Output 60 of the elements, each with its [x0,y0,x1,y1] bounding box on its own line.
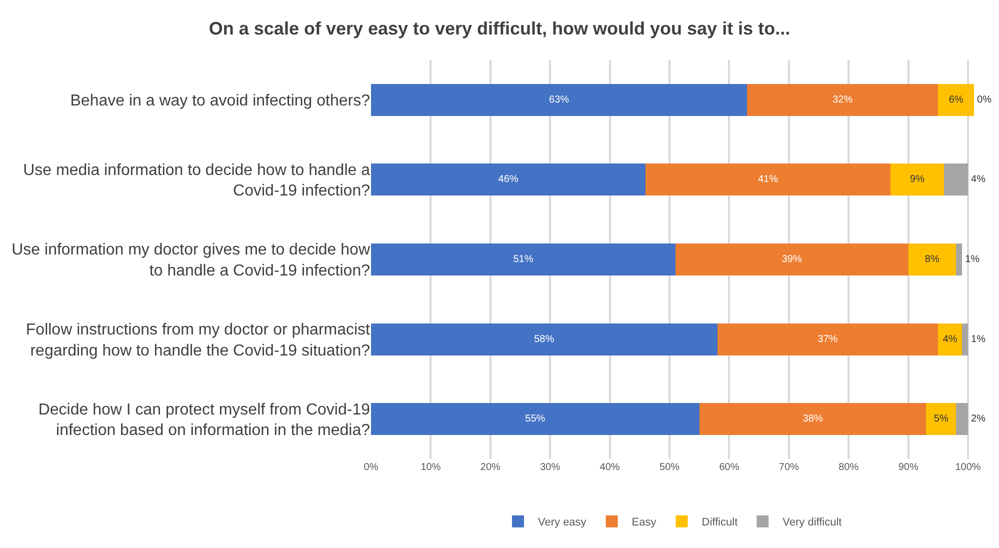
data-label: 6% [948,94,964,106]
data-label: 2% [971,414,986,425]
data-label: 0% [977,94,992,106]
bar [646,164,890,196]
data-label: 4% [971,174,986,186]
bar [747,84,938,116]
data-label: 38% [802,414,823,425]
data-label: 5% [934,414,948,425]
bar [371,244,676,276]
bar [371,403,700,436]
y-tick-label: Use media information to decide how to handle a Covid-19 infection? [23,162,370,200]
bar [890,164,944,196]
y-tick-label: Decide how I can protect myself from Covid-19 infection based on information in the media? [38,401,370,440]
x-tick-label: 60% [719,462,740,473]
x-tick-label: 10% [420,462,441,473]
data-label: 32% [832,94,853,106]
legend-label: Easy [632,516,657,529]
bar [962,323,968,356]
data-label: 55% [525,414,546,425]
bar [717,323,938,356]
data-label: 46% [498,174,518,186]
data-label: 8% [924,254,940,265]
y-tick-label: Behave in a way to avoid infecting others? [70,92,370,110]
data-label: 4% [942,334,958,345]
x-tick-label: 90% [898,462,918,473]
chart-title: On a scale of very easy to very difficult, how would you say it is to... [208,18,790,39]
bar [938,323,962,356]
x-tick-label: 30% [540,462,560,473]
x-tick-label: 70% [778,462,800,473]
bar [371,164,646,196]
bar [956,244,962,276]
y-tick-label: Follow instructions from my doctor or pharmacist regarding how to handle the Covid-19 situation? [26,322,371,360]
data-label: 1% [965,254,980,265]
data-label: 58% [534,334,554,345]
data-label: 51% [513,254,534,265]
data-label: 41% [758,174,778,186]
bar [699,403,926,436]
x-tick-label: 80% [838,462,859,473]
bar [371,323,718,356]
x-tick-label: 50% [660,462,680,473]
legend-label: Very difficult [782,516,842,529]
data-label: 1% [971,334,986,345]
bar [938,84,974,116]
y-tick-label: Use information my doctor gives me to decide how to handle a Covid-19 infection? [12,242,370,280]
data-label: 37% [818,334,838,345]
x-tick-label: 40% [600,462,620,473]
data-label: 39% [782,254,802,265]
x-tick-label: 20% [480,462,501,473]
bar [944,164,968,196]
legend-label: Very easy [538,516,587,529]
bar [371,84,748,116]
legend-label: Difficult [702,516,738,529]
x-tick-label: 100% [955,462,981,473]
data-label: 63% [549,94,570,106]
x-tick-label: 0% [364,462,378,473]
bar [675,244,908,276]
data-label: 9% [910,174,925,186]
bar [956,403,968,436]
bar [926,403,956,436]
bar [908,244,956,276]
